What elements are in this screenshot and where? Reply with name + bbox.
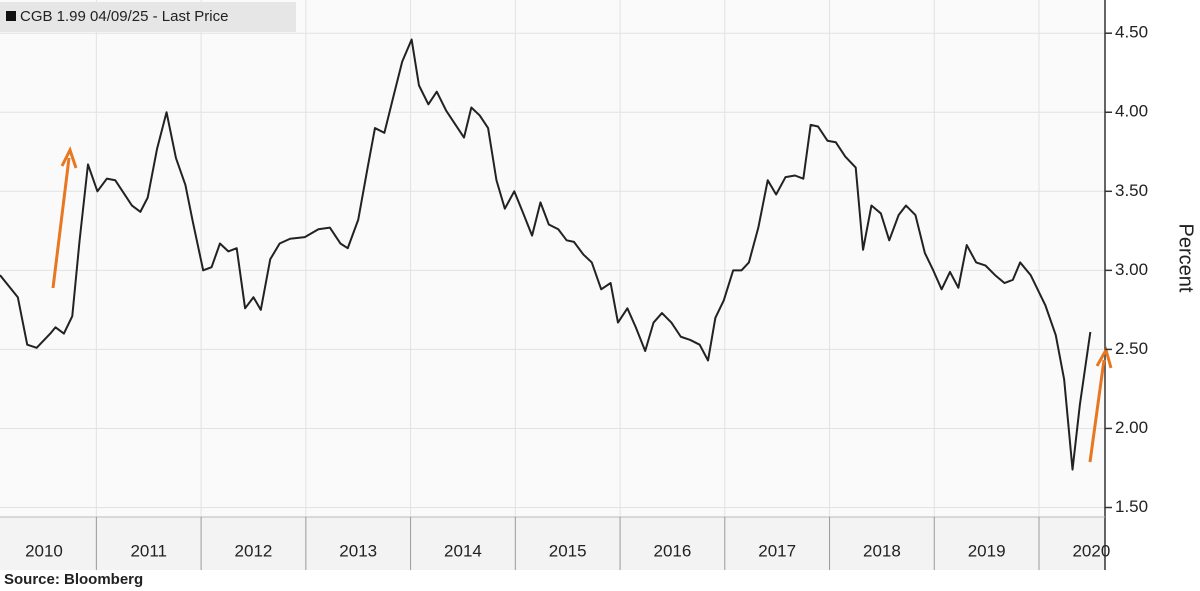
marks [0,38,1092,471]
y-tick-label: 4.00 [1115,102,1148,121]
y-tick-label: 1.50 [1115,497,1148,516]
price-line [0,38,1092,471]
x-tick-label: 2018 [863,541,901,560]
x-tick-label: 2015 [549,541,587,560]
y-tick-label: 3.00 [1115,260,1148,279]
y-axis-title: Percent [1175,224,1197,293]
x-tick-label: 2010 [25,541,63,560]
y-tick-label: 3.50 [1115,181,1148,200]
x-tick-label: 2019 [968,541,1006,560]
legend-box [0,2,296,32]
x-tick-label: 2016 [654,541,692,560]
legend-label: CGB 1.99 04/09/25 - Last Price [20,8,228,25]
y-tick-label: 2.50 [1115,339,1148,358]
y-tick-label: 2.00 [1115,418,1148,437]
x-tick-label: 2013 [339,541,377,560]
plot-background [0,0,1105,517]
grid [0,0,1105,517]
x-tick-label: 2020 [1072,541,1110,560]
x-tick-label: 2011 [130,541,167,560]
x-tick-label: 2017 [758,541,796,560]
source-note: Source: Bloomberg [4,571,143,588]
legend-swatch [6,11,16,21]
x-axis-band [0,517,1105,570]
y-tick-label: 4.50 [1115,23,1148,42]
x-tick-label: 2012 [235,541,273,560]
x-tick-label: 2014 [444,541,482,560]
